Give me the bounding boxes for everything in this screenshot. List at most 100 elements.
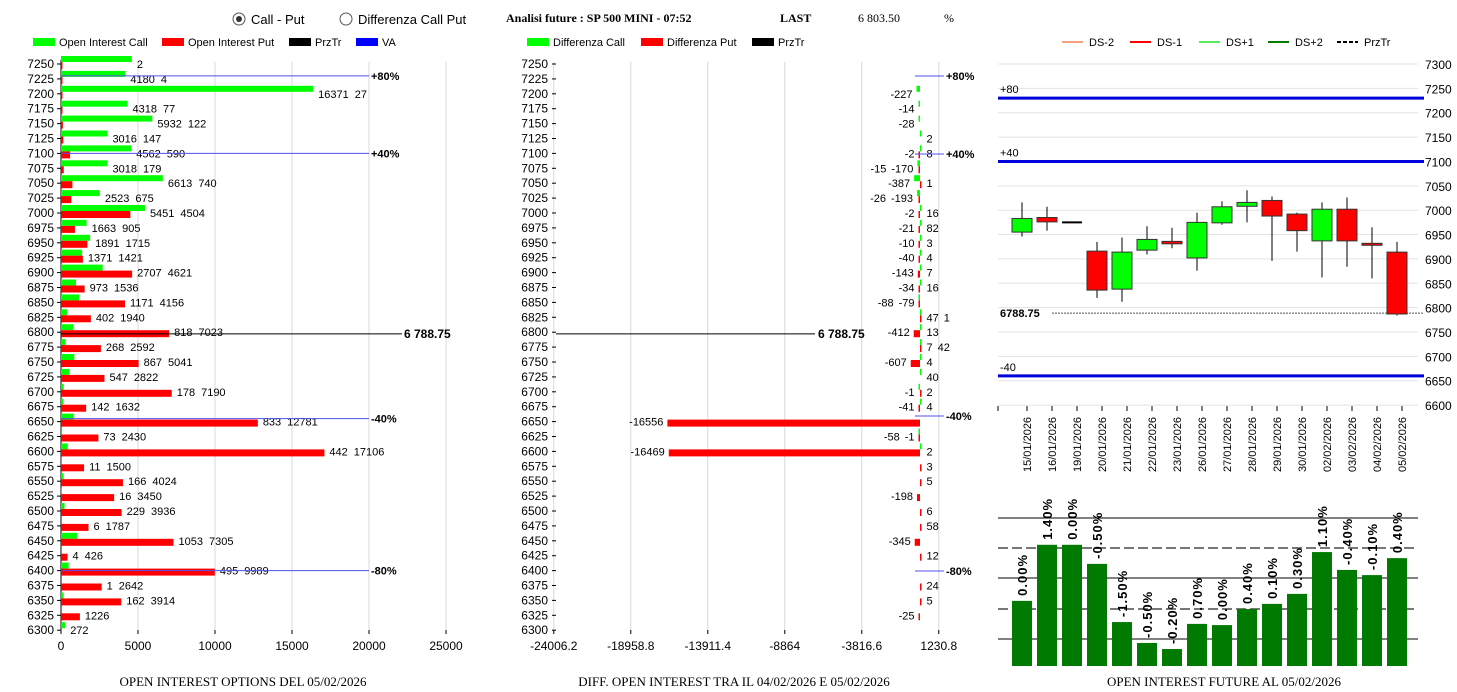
date-label: 15/01/2026: [1022, 417, 1034, 472]
put-value-label: 1500: [107, 461, 131, 473]
put-bar: [61, 374, 105, 382]
call-diff-label: -193: [891, 193, 913, 205]
call-value-label: 16: [119, 491, 131, 503]
put-bar: [61, 315, 91, 323]
strike-label: 7225: [27, 72, 54, 86]
put-bar: [61, 345, 101, 353]
put-value-label: 4156: [160, 297, 184, 309]
y-tick-label: 7050: [1425, 180, 1452, 194]
radio-differenza-call-put[interactable]: Differenza Call Put: [339, 12, 467, 27]
date-label: 04/02/2026: [1372, 417, 1384, 472]
put-diff-bar: [918, 613, 920, 621]
strike-label: 6575: [521, 459, 548, 473]
call-bar: [61, 219, 87, 226]
strike-label: 7125: [27, 132, 54, 146]
x-tick-label: -8864: [769, 639, 800, 653]
put-diff-label: 3: [927, 461, 933, 473]
put-bar: [61, 389, 172, 397]
call-diff-label: 7: [927, 268, 933, 280]
date-label: 26/01/2026: [1197, 417, 1209, 472]
call-value-label: 4180: [130, 74, 154, 86]
call-diff-label: -28: [899, 119, 915, 131]
put-value-label: 27: [355, 89, 367, 101]
put-diff-bar: [920, 479, 922, 487]
call-value-label: 3018: [112, 163, 136, 175]
oi-future-bar: [1262, 603, 1282, 666]
call-diff-bar: [918, 115, 920, 122]
candle-body: [1261, 199, 1283, 217]
call-value-label: 4318: [132, 104, 156, 116]
put-bar: [61, 449, 325, 457]
candle-body: [1111, 251, 1133, 290]
call-diff-label: -14: [899, 104, 915, 116]
call-diff-bar: [920, 279, 922, 286]
put-value-label: 740: [198, 178, 216, 190]
strike-label: 6825: [521, 310, 548, 324]
radio-call-put[interactable]: Call - Put: [232, 12, 305, 27]
put-bar: [61, 136, 64, 144]
put-diff-bar: [918, 166, 920, 174]
call-bar: [61, 413, 74, 420]
call-bar: [61, 592, 64, 599]
put-diff-label: -10: [899, 238, 915, 250]
radio-button[interactable]: [339, 12, 353, 26]
call-value-label: 2707: [137, 268, 161, 280]
y-tick-label: 6900: [1425, 253, 1452, 267]
call-bar: [61, 249, 83, 256]
put-bar: [61, 464, 85, 472]
call-diff-label: 82: [927, 223, 939, 235]
put-diff-label: 2: [927, 387, 933, 399]
call-value-label: 162: [126, 595, 144, 607]
bar-data-label: -0.50%: [1090, 512, 1105, 559]
put-diff-label: 12: [927, 551, 939, 563]
call-bar: [61, 175, 163, 182]
put-value-label: 590: [167, 148, 185, 160]
call-value-label: 867: [144, 357, 162, 369]
call-diff-label: 7: [927, 342, 933, 354]
x-tick-label: 0: [58, 639, 65, 653]
put-bar: [61, 568, 215, 576]
y-tick-label: 7100: [1425, 155, 1452, 169]
put-diff-bar: [920, 389, 922, 397]
call-diff-bar: [920, 234, 922, 241]
date-label: 05/02/2026: [1397, 417, 1409, 472]
strike-label: 6850: [27, 295, 54, 309]
put-value-label: 77: [163, 104, 175, 116]
put-diff-label: -16556: [629, 417, 663, 429]
strike-label: 6475: [27, 519, 54, 533]
date-label: 02/02/2026: [1322, 417, 1334, 472]
x-tick-label: 5000: [125, 639, 152, 653]
call-value-label: 833: [263, 417, 281, 429]
oi-future-bar: [1112, 622, 1132, 666]
call-value-label: 1371: [88, 253, 112, 265]
call-value-label: 11: [89, 461, 100, 473]
call-diff-bar: [920, 368, 922, 375]
put-bar: [61, 196, 72, 204]
put-diff-label: -412: [888, 327, 910, 339]
call-bar: [61, 562, 69, 569]
call-bar: [61, 130, 108, 137]
strike-label: 7000: [521, 206, 548, 220]
radio-checked-dot: [236, 16, 242, 22]
call-value-label: 6: [94, 521, 100, 533]
put-diff-bar: [913, 330, 920, 338]
put-bar: [61, 285, 85, 293]
call-bar: [61, 234, 91, 241]
va-label: -80%: [371, 566, 397, 578]
call-diff-label: 4: [927, 402, 933, 414]
strike-label: 6800: [521, 325, 548, 339]
date-label: 03/02/2026: [1347, 417, 1359, 472]
put-diff-label: -41: [899, 402, 915, 414]
call-diff-bar: [920, 219, 922, 226]
put-diff-bar: [918, 211, 920, 218]
x-tick-label: -13911.4: [685, 639, 732, 653]
strike-label: 6525: [27, 489, 54, 503]
call-bar: [61, 205, 145, 211]
x-tick-label: -3816.6: [841, 639, 882, 653]
legend-swatch: [752, 38, 774, 46]
put-bar: [61, 404, 87, 412]
call-diff-label: 13: [927, 327, 939, 339]
candle-body: [1161, 240, 1183, 245]
put-bar: [61, 434, 99, 442]
